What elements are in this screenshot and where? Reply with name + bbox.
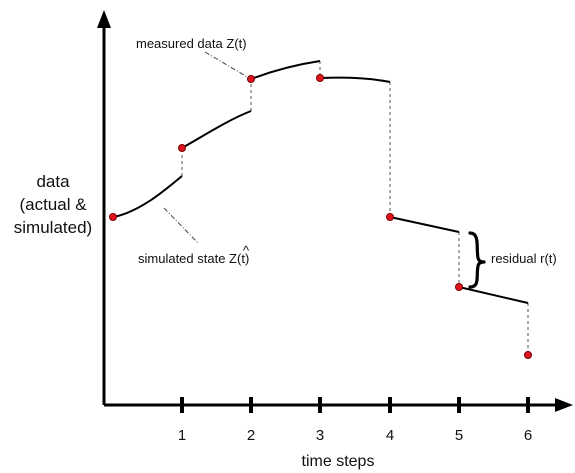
simulated-curve: [112, 60, 529, 304]
simulated-state-label-symbol: Z: [229, 251, 237, 266]
y-axis-label: data (actual & simulated): [14, 172, 92, 237]
simulated-segment-1: [112, 175, 183, 218]
tick-label-3: 3: [316, 427, 324, 444]
measured-point-5: [455, 283, 463, 291]
simulated-state-label: simulated state Z(t) ^: [138, 243, 250, 266]
tick-marks: [180, 397, 530, 413]
tick-label-5: 5: [455, 427, 463, 444]
simulated-segment-3: [250, 60, 321, 80]
simulated-state-hat: ^: [243, 243, 250, 258]
simulated-state-label-suffix: (t): [237, 251, 249, 266]
x-axis-arrow: [555, 398, 573, 412]
simulated-state-label-prefix: simulated state: [138, 251, 229, 266]
y-axis-arrow: [97, 10, 111, 28]
measured-point-6: [524, 351, 532, 359]
measured-points: [109, 74, 532, 359]
residual-label: residual r(t): [491, 251, 557, 266]
measured-data-label: measured data Z(t): [136, 36, 247, 51]
tick-label-1: 1: [178, 427, 186, 444]
axes: [97, 10, 573, 412]
simulated-segment-5: [389, 216, 460, 233]
x-axis-label: time steps: [302, 453, 375, 470]
simulated-segment-6: [458, 286, 529, 304]
leader-lines: [163, 51, 250, 244]
simulated-segment-4: [319, 76, 391, 83]
measured-leader-line: [204, 51, 250, 79]
dashed-links: [181, 61, 529, 355]
tick-label-2: 2: [247, 427, 255, 444]
y-axis-label-line-3: simulated): [14, 218, 92, 237]
measured-point-2: [247, 75, 255, 83]
y-axis-label-line-2: (actual &: [19, 195, 87, 214]
measured-point-1: [178, 144, 186, 152]
measured-point-4: [386, 213, 394, 221]
simulated-state-label-text: simulated state Z(t): [138, 251, 249, 266]
tick-labels: 1 2 3 4 5 6: [178, 427, 532, 444]
simulated-leader-line: [163, 207, 199, 244]
measured-point-0: [109, 213, 117, 221]
tick-label-6: 6: [524, 427, 532, 444]
tick-label-4: 4: [386, 427, 394, 444]
residual-brace: [468, 231, 486, 289]
measured-point-3: [316, 74, 324, 82]
simulated-segment-2: [181, 110, 252, 149]
y-axis-label-line-1: data: [36, 172, 70, 191]
